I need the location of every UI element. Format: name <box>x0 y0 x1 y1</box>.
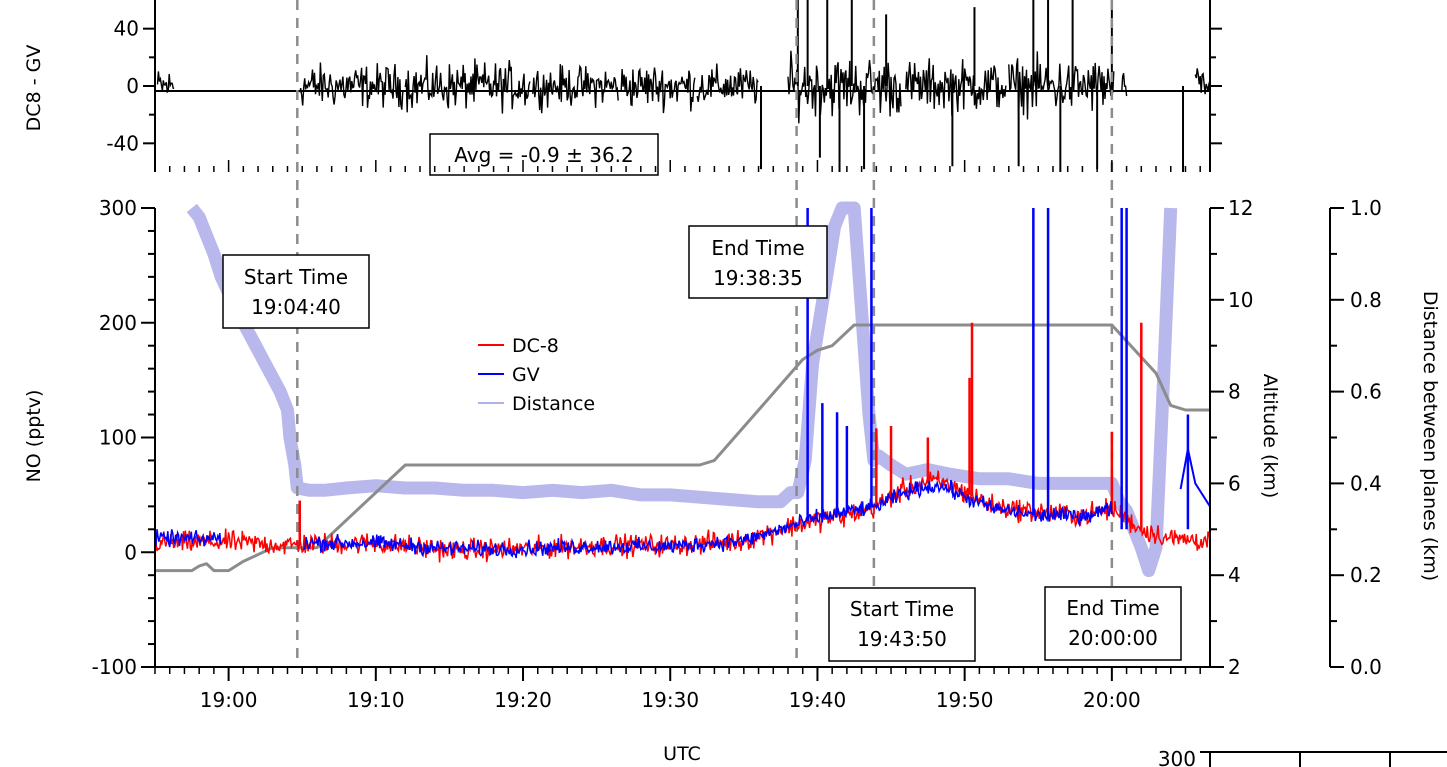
distance-series <box>186 201 1178 578</box>
difference-line <box>696 63 759 104</box>
legend-label-distance: Distance <box>512 393 595 415</box>
difference-line <box>299 62 404 110</box>
gv-series <box>154 208 1211 559</box>
difference-line <box>404 55 531 114</box>
difference-line <box>156 71 175 94</box>
annotation-start-2-line2: 19:43:50 <box>857 627 947 651</box>
time-markers <box>296 0 1114 667</box>
annotation-end-2-box <box>1044 586 1182 661</box>
annotation-end-1: End Time 19:38:35 <box>688 225 828 299</box>
altitude-y-tick-label: 4 <box>1228 563 1241 587</box>
annotation-end-1-line2: 19:38:35 <box>713 266 803 290</box>
legend-label-gv: GV <box>512 364 540 386</box>
difference-y-ticks: 40 0 -40 <box>106 17 1222 155</box>
x-tick-label: 19:10 <box>347 688 405 712</box>
altitude-y-tick-label: 12 <box>1228 196 1253 220</box>
difference-line <box>620 67 696 114</box>
difference-panel: 40 0 -40 DC8 - GV Avg = -0.9 ± 36.2 <box>23 0 1222 176</box>
average-annotation: Avg = -0.9 ± 36.2 <box>454 143 634 167</box>
gv-tail <box>1179 448 1211 507</box>
annotation-start-1-line2: 19:04:40 <box>251 295 341 319</box>
no-y-tick-label: 300 <box>99 196 137 220</box>
altitude-y-ticks: 2 4 6 8 10 12 <box>1210 196 1253 679</box>
dc8-series <box>154 322 1211 563</box>
difference-line <box>532 64 619 114</box>
altitude-series <box>155 323 1210 573</box>
x-axis-title: UTC <box>663 743 701 765</box>
annotation-end-1-line1: End Time <box>711 236 804 260</box>
difference-y-tick-label: 0 <box>126 74 139 98</box>
difference-line <box>905 58 1007 116</box>
annotation-start-1: Start Time 19:04:40 <box>222 254 370 329</box>
no-y-axis-title: NO (pptv) <box>23 390 45 483</box>
difference-line <box>1121 72 1128 97</box>
altitude-y-tick-label: 8 <box>1228 380 1241 404</box>
gv-line <box>154 479 1113 559</box>
no-y-ticks: -100 0 100 200 300 <box>92 196 155 679</box>
annotation-end-2-line2: 20:00:00 <box>1068 626 1158 650</box>
average-annotation-box <box>429 133 659 176</box>
distance-y-tick-label: 0.0 <box>1350 655 1382 679</box>
x-tick-label: 20:00 <box>1083 688 1141 712</box>
altitude-y-tick-label: 6 <box>1228 471 1241 495</box>
difference-line <box>787 50 902 124</box>
altitude-line <box>155 323 1210 573</box>
difference-y-tick-label: 40 <box>114 17 139 41</box>
difference-y-tick-label: -40 <box>106 131 139 155</box>
no-y-tick-label: 0 <box>124 540 137 564</box>
distance-y-ticks: 0.0 0.2 0.4 0.6 0.8 1.0 <box>1330 196 1382 679</box>
difference-y-axis-title: DC8 - GV <box>23 45 45 132</box>
annotation-start-1-box <box>222 254 370 329</box>
distance-y-tick-label: 0.4 <box>1350 471 1382 495</box>
no-y-tick-label: 100 <box>99 426 137 450</box>
annotation-start-2: Start Time 19:43:50 <box>828 587 976 662</box>
distance-y-tick-label: 0.2 <box>1350 563 1382 587</box>
no-y-tick-label: -100 <box>92 655 137 679</box>
x-tick-label: 19:20 <box>494 688 552 712</box>
legend: DC-8 GV Distance <box>471 325 638 423</box>
annotation-start-2-line1: Start Time <box>850 597 954 621</box>
x-tick-label: 19:30 <box>641 688 699 712</box>
difference-line <box>1194 68 1211 95</box>
annotation-end-1-box <box>688 225 828 299</box>
annotation-start-2-box <box>828 587 976 662</box>
altitude-y-tick-label: 2 <box>1228 655 1241 679</box>
annotation-end-2: End Time 20:00:00 <box>1044 586 1182 661</box>
altitude-y-tick-label: 10 <box>1228 288 1253 312</box>
no-y-tick-label: 200 <box>99 311 137 335</box>
distance-y-tick-label: 1.0 <box>1350 196 1382 220</box>
inset-panel: 300 <box>1158 747 1447 767</box>
main-panel: -100 0 100 200 300 2 4 6 8 10 12 0.0 0.2 0.4 0.6 0.8 1… <box>23 0 1441 765</box>
x-tick-label: 19:00 <box>200 688 258 712</box>
distance-y-tick-label: 0.8 <box>1350 288 1382 312</box>
distance-y-tick-label: 0.6 <box>1350 380 1382 404</box>
x-tick-label: 19:40 <box>789 688 847 712</box>
annotation-end-2-line1: End Time <box>1066 596 1159 620</box>
x-tick-label: 19:50 <box>936 688 994 712</box>
difference-series <box>156 0 1211 172</box>
altitude-y-axis-title: Altitude (km) <box>1259 374 1281 499</box>
inset-y-tick-label: 300 <box>1158 747 1196 767</box>
distance-line <box>186 201 1178 578</box>
legend-label-dc8: DC-8 <box>512 335 559 357</box>
distance-y-axis-title: Distance between planes (km) <box>1419 291 1441 581</box>
annotation-start-1-line1: Start Time <box>244 265 348 289</box>
x-ticks: 19:00 19:10 19:20 19:30 19:40 19:50 20:00 <box>154 160 1201 712</box>
